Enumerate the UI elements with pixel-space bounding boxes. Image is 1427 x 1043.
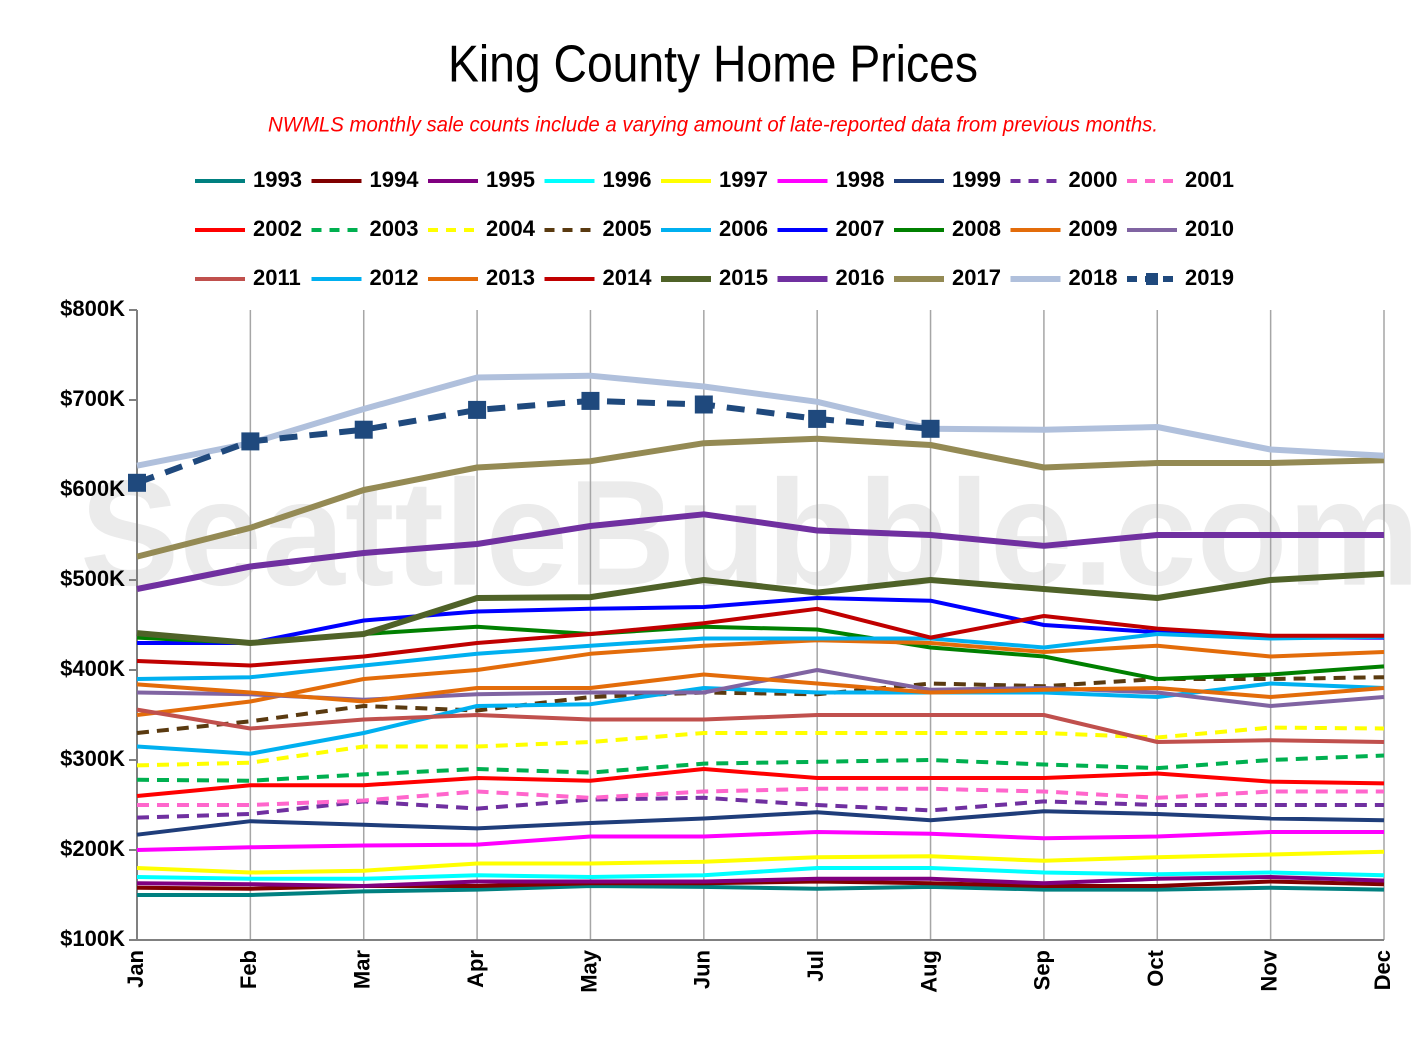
x-tick-label: Apr	[463, 950, 488, 988]
series-line	[136, 372, 1385, 469]
legend-label: 1993	[253, 167, 302, 192]
legend-label: 2008	[952, 216, 1001, 241]
legend-label: 2001	[1185, 167, 1234, 192]
y-tick-label: $600K	[60, 476, 125, 501]
x-tick-label: Jan	[123, 950, 148, 988]
series-line	[136, 809, 1385, 837]
point-marker	[354, 420, 373, 439]
legend-label: 2005	[603, 216, 652, 241]
y-tick-label: $500K	[60, 566, 125, 591]
x-tick-label: Oct	[1143, 949, 1168, 986]
legend-label: 2019	[1185, 265, 1234, 290]
x-tick-label: Aug	[916, 950, 941, 993]
legend-label: 1994	[370, 167, 420, 192]
series-line	[136, 830, 1384, 852]
series-line	[136, 753, 1385, 783]
series-line	[136, 795, 1384, 820]
series-line	[136, 511, 1384, 592]
x-tick-label: Nov	[1256, 949, 1281, 991]
x-tick-label: May	[576, 949, 601, 993]
x-tick-label: Mar	[350, 950, 375, 990]
legend-label: 2004	[486, 216, 536, 241]
series-line	[136, 767, 1385, 798]
legend-label: 2017	[952, 265, 1001, 290]
y-tick-label: $300K	[60, 746, 125, 771]
legend-label: 2010	[1185, 216, 1234, 241]
point-marker	[581, 391, 600, 410]
series-line	[136, 435, 1385, 560]
legend-label: 1998	[836, 167, 885, 192]
x-tick-label: Dec	[1370, 950, 1395, 990]
series-line	[137, 884, 1385, 897]
legend-label: 2007	[836, 216, 885, 241]
series-line	[136, 606, 1384, 668]
point-marker	[808, 409, 827, 428]
x-tick-label: Jul	[803, 950, 828, 982]
series-line	[136, 866, 1385, 881]
legend-label: 1996	[603, 167, 652, 192]
y-tick-label: $200K	[60, 836, 125, 861]
series-line	[136, 849, 1385, 875]
y-tick-label: $400K	[60, 656, 125, 681]
point-marker	[921, 419, 940, 438]
series-line	[136, 672, 1385, 704]
legend-label: 2000	[1069, 167, 1118, 192]
x-tick-label: Jun	[690, 950, 715, 989]
y-tick-label: $100K	[60, 926, 125, 951]
legend-marker	[1146, 273, 1158, 285]
y-tick-label: $700K	[60, 386, 125, 411]
chart-title: King County Home Prices	[448, 36, 978, 94]
series-line	[135, 397, 931, 486]
series-line	[136, 632, 1385, 681]
legend-label: 2011	[253, 265, 301, 290]
legend-label: 2006	[719, 216, 768, 241]
point-marker	[128, 473, 146, 492]
point-marker	[468, 400, 487, 419]
y-tick-label: $800K	[60, 296, 125, 321]
series-line	[136, 707, 1385, 744]
series-line	[136, 875, 1385, 888]
series-line	[136, 638, 1385, 717]
legend-label: 2012	[370, 265, 419, 290]
series-line	[136, 725, 1385, 768]
legend-label: 2018	[1069, 265, 1118, 290]
x-tick-label: Feb	[236, 950, 261, 989]
legend-label: 2013	[486, 265, 535, 290]
point-marker	[241, 432, 260, 451]
legend-label: 1999	[952, 167, 1001, 192]
chart-subtitle: NWMLS monthly sale counts include a vary…	[268, 114, 1158, 137]
legend-label: 1995	[486, 167, 535, 192]
series-line	[136, 570, 1385, 646]
x-tick-label: Sep	[1030, 950, 1055, 990]
legend-label: 2016	[836, 265, 885, 290]
legend-label: 2002	[253, 216, 302, 241]
legend-label: 2015	[719, 265, 768, 290]
legend-label: 1997	[719, 167, 768, 192]
legend-label: 2014	[603, 265, 653, 290]
series-line	[137, 786, 1384, 807]
point-marker	[694, 395, 713, 414]
legend-label: 2009	[1069, 216, 1118, 241]
legend-label: 2003	[370, 216, 419, 241]
